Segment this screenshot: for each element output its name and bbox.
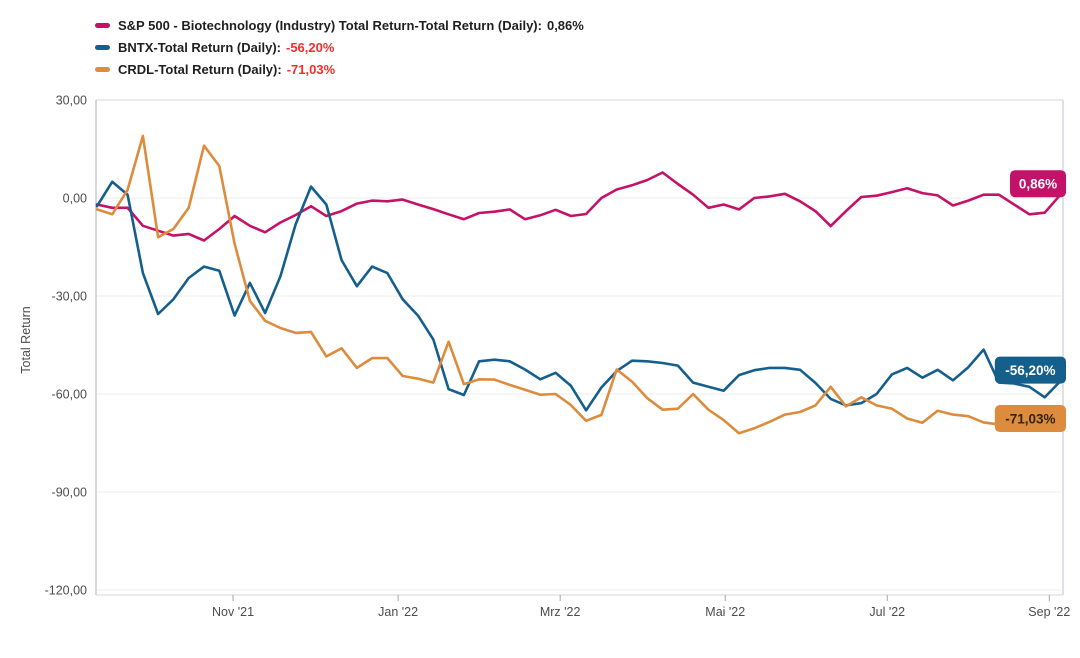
end-value-badge-label: 0,86% bbox=[1019, 176, 1057, 191]
x-tick-label: Jul '22 bbox=[869, 605, 905, 619]
x-tick-label: Mrz '22 bbox=[540, 605, 581, 619]
y-tick-label: 0,00 bbox=[63, 191, 87, 205]
y-tick-label: -120,00 bbox=[45, 583, 87, 597]
legend-swatch-icon bbox=[95, 66, 110, 72]
end-value-badge-sp500-biotech bbox=[1010, 170, 1066, 198]
y-tick-label: -60,00 bbox=[52, 387, 87, 401]
x-tick-label: Jan '22 bbox=[378, 605, 418, 619]
series-line-sp500-biotech[interactable] bbox=[95, 171, 1062, 242]
end-value-badge-bntx bbox=[994, 356, 1066, 384]
series-line-bntx[interactable] bbox=[95, 180, 1062, 412]
legend: S&P 500 - Biotechnology (Industry) Total… bbox=[95, 14, 584, 80]
end-value-badge-label: -71,03% bbox=[1005, 411, 1055, 426]
x-tick-label: Nov '21 bbox=[212, 605, 254, 619]
legend-value: 0,86% bbox=[546, 17, 584, 33]
legend-value: -71,03% bbox=[286, 61, 336, 77]
legend-item-bntx[interactable]: BNTX-Total Return (Daily): -56,20% bbox=[95, 36, 584, 58]
y-tick-label: 30,00 bbox=[56, 93, 87, 107]
legend-item-crdl[interactable]: CRDL-Total Return (Daily): -71,03% bbox=[95, 58, 584, 80]
legend-label: BNTX-Total Return (Daily): bbox=[118, 39, 281, 55]
series-line-crdl[interactable] bbox=[95, 134, 1062, 435]
x-tick-label: Mai '22 bbox=[705, 605, 745, 619]
end-value-badge-label: -56,20% bbox=[1005, 363, 1055, 378]
legend-value: -56,20% bbox=[285, 39, 335, 55]
x-tick-label: Sep '22 bbox=[1028, 605, 1070, 619]
y-tick-label: -90,00 bbox=[52, 485, 87, 499]
legend-label: CRDL-Total Return (Daily): bbox=[118, 61, 282, 77]
legend-swatch-icon bbox=[95, 44, 110, 50]
y-tick-label: -30,00 bbox=[52, 289, 87, 303]
legend-item-sp500-biotech[interactable]: S&P 500 - Biotechnology (Industry) Total… bbox=[95, 14, 584, 36]
legend-swatch-icon bbox=[95, 22, 110, 28]
legend-label: S&P 500 - Biotechnology (Industry) Total… bbox=[118, 17, 542, 33]
end-value-badge-crdl bbox=[994, 405, 1066, 433]
